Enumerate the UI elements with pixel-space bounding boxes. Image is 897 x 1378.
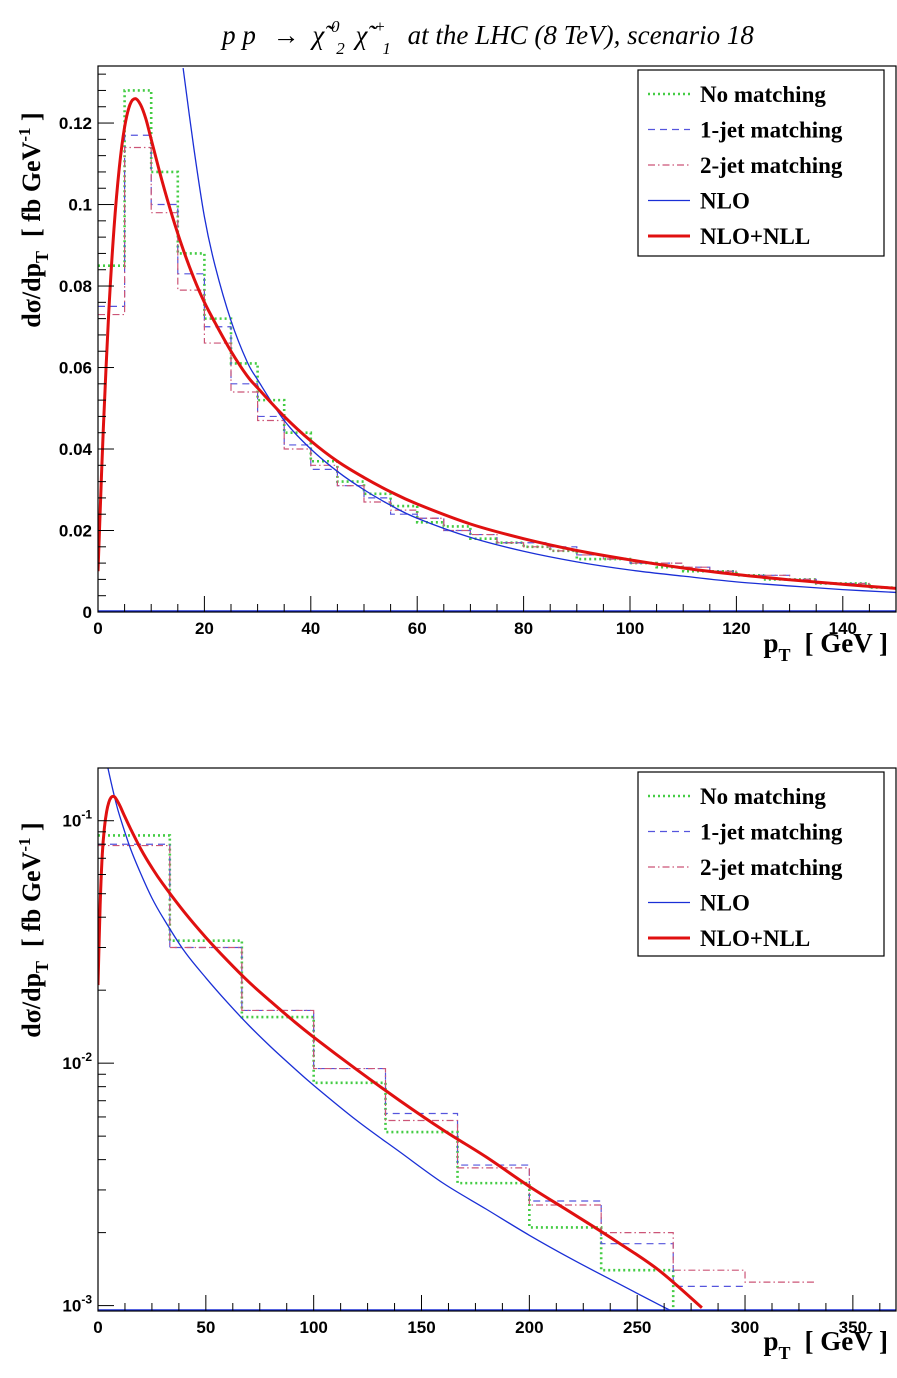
y-tick-label: 0.06 — [59, 359, 92, 378]
y-tick-label: 10-3 — [62, 1293, 92, 1316]
y-tick-label: 10-2 — [62, 1050, 92, 1073]
plot-area — [98, 768, 896, 1311]
legend-label-nlo: NLO — [700, 189, 750, 214]
y-tick-base: 10 — [62, 812, 81, 831]
y-axis-label-unit: [ fb GeV — [17, 141, 46, 237]
y-tick-label: 0.02 — [59, 522, 92, 541]
legend-label-1-jet-matching: 1-jet matching — [700, 820, 843, 845]
x-tick-label: 40 — [301, 619, 320, 638]
title-prefix: p p — [220, 20, 256, 50]
figure-title: p p → χ̃ 0 2 χ̃ + 1 at the LHC (8 TeV), … — [220, 8, 754, 60]
x-tick-label: 20 — [195, 619, 214, 638]
x-axis-label-main: p — [763, 1326, 778, 1356]
histogram-2-jet-matching — [98, 146, 896, 589]
x-axis-label-sub: T — [779, 1343, 791, 1363]
x-tick-label: 100 — [299, 1318, 327, 1337]
y-tick-exponent: -3 — [81, 1293, 92, 1307]
x-tick-label: 60 — [408, 619, 427, 638]
y-tick-base: 10 — [62, 1297, 81, 1316]
x-tick-label: 300 — [731, 1318, 759, 1337]
y-axis-label-close: ] — [17, 112, 46, 127]
y-tick-label: 10-1 — [62, 808, 92, 831]
curve-nlo-nll — [98, 794, 703, 1309]
legend: No matching 1-jet matching 2-jet matching N… — [637, 69, 885, 257]
plot-frame — [97, 767, 897, 1312]
x-tick-label: 150 — [407, 1318, 435, 1337]
y-axis-label-close: ] — [17, 822, 46, 837]
curve-nlo-nll — [98, 97, 896, 590]
y-axis-label: dσ/dpT [ fb GeV-1 ] — [15, 822, 52, 1037]
legend-label-no-matching: No matching — [700, 784, 826, 809]
histogram-1-jet-matching — [98, 843, 746, 1287]
y-axis-label: dσ/dpT [ fb GeV-1 ] — [15, 112, 52, 327]
legend-label-nlo: NLO — [700, 891, 750, 916]
y-axis-label-exponent: -1 — [15, 837, 34, 851]
panel-linear: 0 20 40 60 80 100 120 140 0 0.02 0.04 0.06 0.08 0.1 0.… — [15, 65, 897, 665]
title-suffix: at the LHC (8 TeV), scenario 18 — [408, 20, 755, 50]
x-axis-label-unit: [ GeV ] — [805, 628, 888, 658]
histogram-2-jet-matching — [98, 844, 817, 1283]
x-tick-label: 0 — [93, 619, 102, 638]
curve-nlo — [107, 768, 670, 1311]
x-tick-label: 250 — [623, 1318, 651, 1337]
y-tick-label: 0 — [83, 603, 92, 622]
histogram-no-matching — [98, 834, 746, 1311]
x-tick-label: 200 — [515, 1318, 543, 1337]
x-axis-label-unit: [ GeV ] — [805, 1326, 888, 1356]
legend-label-2-jet-matching: 2-jet matching — [700, 153, 843, 178]
y-tick-exponent: -2 — [81, 1050, 92, 1064]
x-tick-label: 140 — [829, 619, 857, 638]
y-axis-label-main: dσ/dp — [17, 263, 46, 328]
legend-label-nlo-nll: NLO+NLL — [700, 224, 810, 249]
title-chi-first-sup: 0 — [331, 17, 340, 36]
x-tick-label: 0 — [93, 1318, 102, 1337]
y-tick-base: 10 — [62, 1054, 81, 1073]
title-arrow: → — [273, 20, 300, 50]
y-axis-label-main: dσ/dp — [17, 973, 46, 1038]
curve-nlo — [182, 67, 896, 594]
legend-label-no-matching: No matching — [700, 82, 826, 107]
title-chi-second-sub: 1 — [382, 39, 391, 58]
x-axis-label-main: p — [763, 628, 778, 658]
legend-label-1-jet-matching: 1-jet matching — [700, 118, 843, 143]
legend-label-2-jet-matching: 2-jet matching — [700, 855, 843, 880]
x-tick-label: 120 — [722, 619, 750, 638]
x-axis-label: pT [ GeV ] — [763, 628, 888, 665]
y-axis-label-sub: T — [32, 251, 52, 263]
x-axis-label: pT [ GeV ] — [763, 1326, 888, 1363]
y-axis-label-sub: T — [32, 961, 52, 973]
legend: No matching 1-jet matching 2-jet matching N… — [637, 771, 885, 957]
x-tick-label: 350 — [839, 1318, 867, 1337]
title-chi-first-sub: 2 — [336, 39, 345, 58]
y-tick-label: 0.1 — [68, 196, 92, 215]
y-axis-label-unit: [ fb GeV — [17, 851, 46, 947]
y-tick-exponent: -1 — [81, 808, 92, 822]
x-axis-label-sub: T — [779, 645, 791, 665]
y-axis-label-exponent: -1 — [15, 127, 34, 141]
y-tick-label: 0.12 — [59, 114, 92, 133]
legend-box — [637, 771, 885, 957]
legend-box — [637, 69, 885, 257]
x-tick-label: 50 — [196, 1318, 215, 1337]
legend-label-nlo-nll: NLO+NLL — [700, 926, 810, 951]
x-tick-label: 80 — [514, 619, 533, 638]
x-tick-label: 100 — [616, 619, 644, 638]
y-tick-label: 0.04 — [59, 440, 93, 459]
y-tick-label: 0.08 — [59, 277, 92, 296]
title-chi-second-sup: + — [374, 17, 385, 36]
